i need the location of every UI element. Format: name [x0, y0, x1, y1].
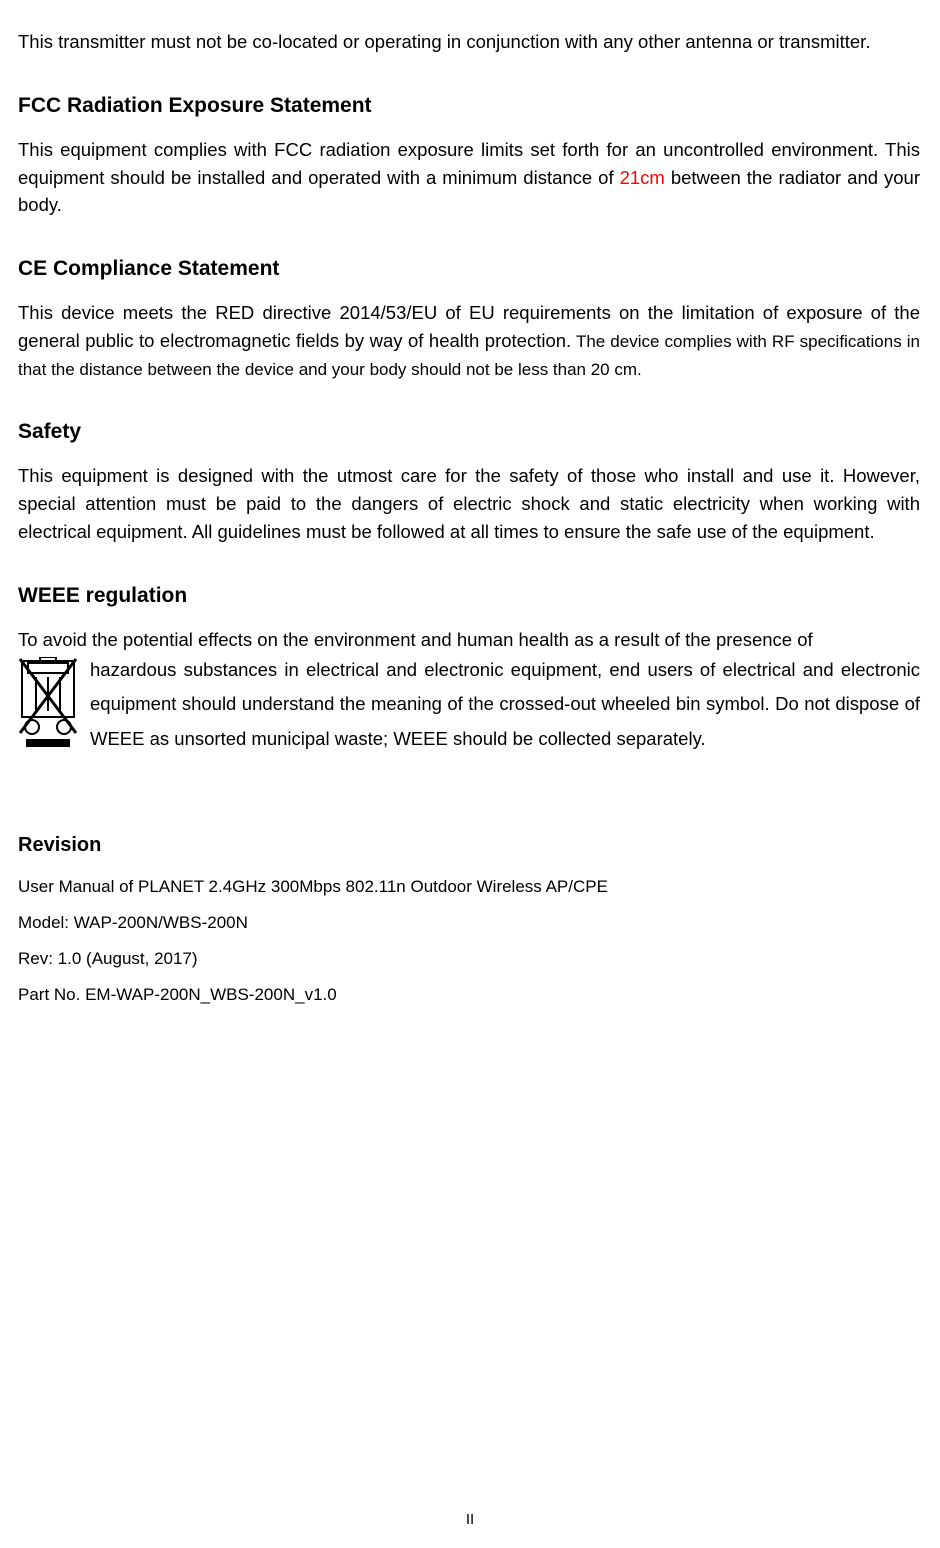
- safety-heading: Safety: [18, 420, 920, 444]
- page-number: II: [0, 1511, 940, 1528]
- revision-rev: Rev: 1.0 (August, 2017): [18, 949, 920, 969]
- revision-model: Model: WAP-200N/WBS-200N: [18, 913, 920, 933]
- weee-bin-icon: [18, 657, 78, 752]
- ce-heading: CE Compliance Statement: [18, 257, 920, 281]
- fcc-paragraph: This equipment complies with FCC radiati…: [18, 136, 920, 219]
- revision-part: Part No. EM-WAP-200N_WBS-200N_v1.0: [18, 985, 920, 1005]
- safety-paragraph: This equipment is designed with the utmo…: [18, 462, 920, 545]
- weee-block: hazardous substances in electrical and e…: [18, 653, 920, 764]
- intro-paragraph: This transmitter must not be co-located …: [18, 28, 920, 56]
- revision-heading: Revision: [18, 834, 920, 857]
- weee-heading: WEEE regulation: [18, 584, 920, 608]
- fcc-distance: 21cm: [620, 167, 665, 188]
- revision-manual: User Manual of PLANET 2.4GHz 300Mbps 802…: [18, 877, 920, 897]
- fcc-heading: FCC Radiation Exposure Statement: [18, 94, 920, 118]
- weee-paragraph-after: hazardous substances in electrical and e…: [90, 653, 920, 756]
- ce-paragraph: This device meets the RED directive 2014…: [18, 299, 920, 382]
- weee-paragraph-before: To avoid the potential effects on the en…: [18, 626, 920, 654]
